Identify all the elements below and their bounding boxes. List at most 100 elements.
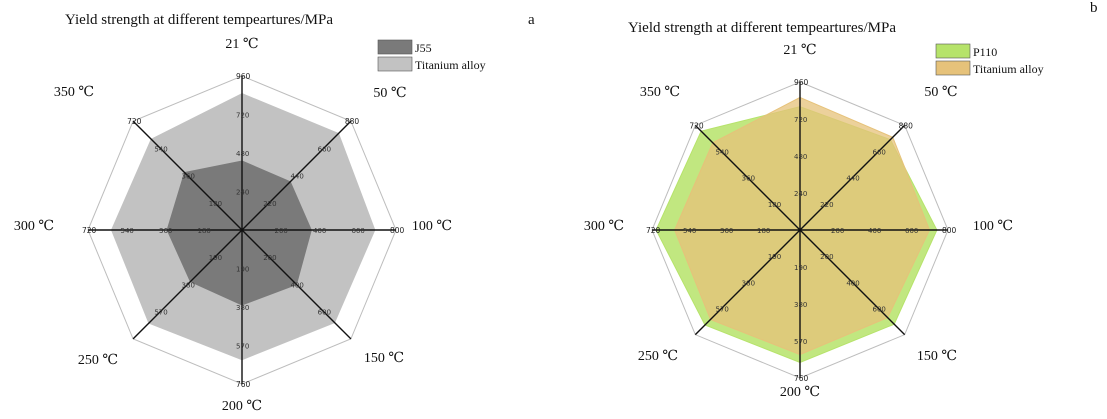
panel-a-title: Yield strength at different tempeartures… [65,12,333,28]
tick-label: 660 [872,149,885,157]
panel-b-label: b [1090,0,1098,16]
tick-label: 800 [390,226,405,235]
axis-spoke [694,124,801,231]
panel-b-radar: 240 480 720 960 220 440 660 880 200 400 600 800 200 4… [584,43,1013,400]
legend-entry: J55 [415,41,432,55]
tick-label: 380 [742,279,755,287]
panel-a-label: a [528,12,535,28]
legend-swatch [935,43,971,59]
axis-spoke [241,229,352,340]
axis-label: 250 ℃ [78,353,118,368]
tick-label: 180 [198,227,211,235]
panel-b-legend: P110 Titanium alloy [935,43,1044,76]
tick-label: 400 [868,227,881,235]
tick-label: 190 [794,264,807,272]
tick-label: 540 [716,149,729,157]
tick-label: 180 [768,201,781,209]
tick-label: 540 [154,145,167,153]
tick-label: 190 [209,254,222,262]
tick-label: 720 [794,116,807,124]
tick-label: 720 [236,112,249,120]
tick-label: 190 [768,253,781,261]
tick-label: 200 [831,227,844,235]
legend-swatch [935,60,971,76]
axis-label: 21 ℃ [783,43,816,58]
axis-spoke [799,124,906,231]
tick-label: 480 [236,150,249,158]
tick-label: 360 [182,173,195,181]
tick-label: 380 [182,281,195,289]
axis-label: 50 ℃ [373,86,406,101]
tick-label: 480 [794,153,807,161]
legend-entry: P110 [973,45,997,59]
tick-label: 180 [757,227,770,235]
tick-label: 180 [209,200,222,208]
legend-swatch [377,39,413,55]
panel-b: Yield strength at different tempeartures… [584,0,1098,400]
tick-label: 540 [121,227,134,235]
axis-spoke [799,229,906,336]
tick-label: 600 [872,305,885,313]
axis-label: 100 ℃ [412,219,452,234]
tick-label: 190 [236,266,249,274]
tick-label: 880 [345,117,360,126]
tick-label: 720 [82,226,97,235]
tick-label: 760 [236,380,251,389]
axis-label: 150 ℃ [364,351,404,366]
axis-spoke [694,229,801,336]
axis-label: 350 ℃ [54,85,94,100]
tick-label: 800 [942,226,957,235]
tick-label: 360 [159,227,172,235]
tick-label: 760 [794,374,809,383]
axis-label: 200 ℃ [780,385,820,400]
legend-swatch [377,56,413,72]
tick-label: 400 [313,227,326,235]
axis-label: 150 ℃ [917,349,957,364]
tick-label: 400 [846,279,859,287]
tick-label: 360 [742,175,755,183]
panel-a-radar: 240 480 720 960 220 440 660 880 200 400 600 800 200 4… [14,37,452,414]
tick-label: 600 [318,309,331,317]
axis-label: 300 ℃ [14,219,54,234]
axis-label: 350 ℃ [640,85,680,100]
tick-label: 960 [794,78,809,87]
tick-label: 570 [236,343,249,351]
panel-a: Yield strength at different tempeartures… [14,12,535,414]
axis-label: 21 ℃ [225,37,258,52]
tick-label: 220 [263,200,276,208]
tick-label: 720 [646,226,661,235]
tick-label: 380 [794,301,807,309]
tick-label: 600 [905,227,918,235]
tick-label: 720 [127,117,142,126]
tick-label: 240 [794,190,807,198]
tick-label: 570 [794,338,807,346]
tick-label: 240 [236,189,249,197]
tick-label: 720 [689,121,704,130]
tick-label: 220 [820,201,833,209]
tick-label: 600 [352,227,365,235]
tick-label: 200 [275,227,288,235]
tick-label: 440 [290,173,303,181]
axis-label: 200 ℃ [222,399,262,414]
axis-label: 300 ℃ [584,219,624,234]
axis-label: 100 ℃ [973,219,1013,234]
tick-label: 570 [716,305,729,313]
tick-label: 540 [683,227,696,235]
tick-label: 380 [236,304,249,312]
panel-b-title: Yield strength at different tempeartures… [628,20,896,36]
axis-spoke [132,229,243,340]
axis-label: 250 ℃ [638,349,678,364]
axis-label: 50 ℃ [924,85,957,100]
tick-label: 360 [720,227,733,235]
tick-label: 440 [846,175,859,183]
axis-spoke [132,120,243,231]
tick-label: 400 [290,281,303,289]
tick-label: 660 [318,145,331,153]
tick-label: 570 [154,309,167,317]
tick-label: 200 [820,253,833,261]
panel-a-legend: J55 Titanium alloy [377,39,486,72]
axis-spoke [241,120,352,231]
legend-entry: Titanium alloy [415,58,486,72]
